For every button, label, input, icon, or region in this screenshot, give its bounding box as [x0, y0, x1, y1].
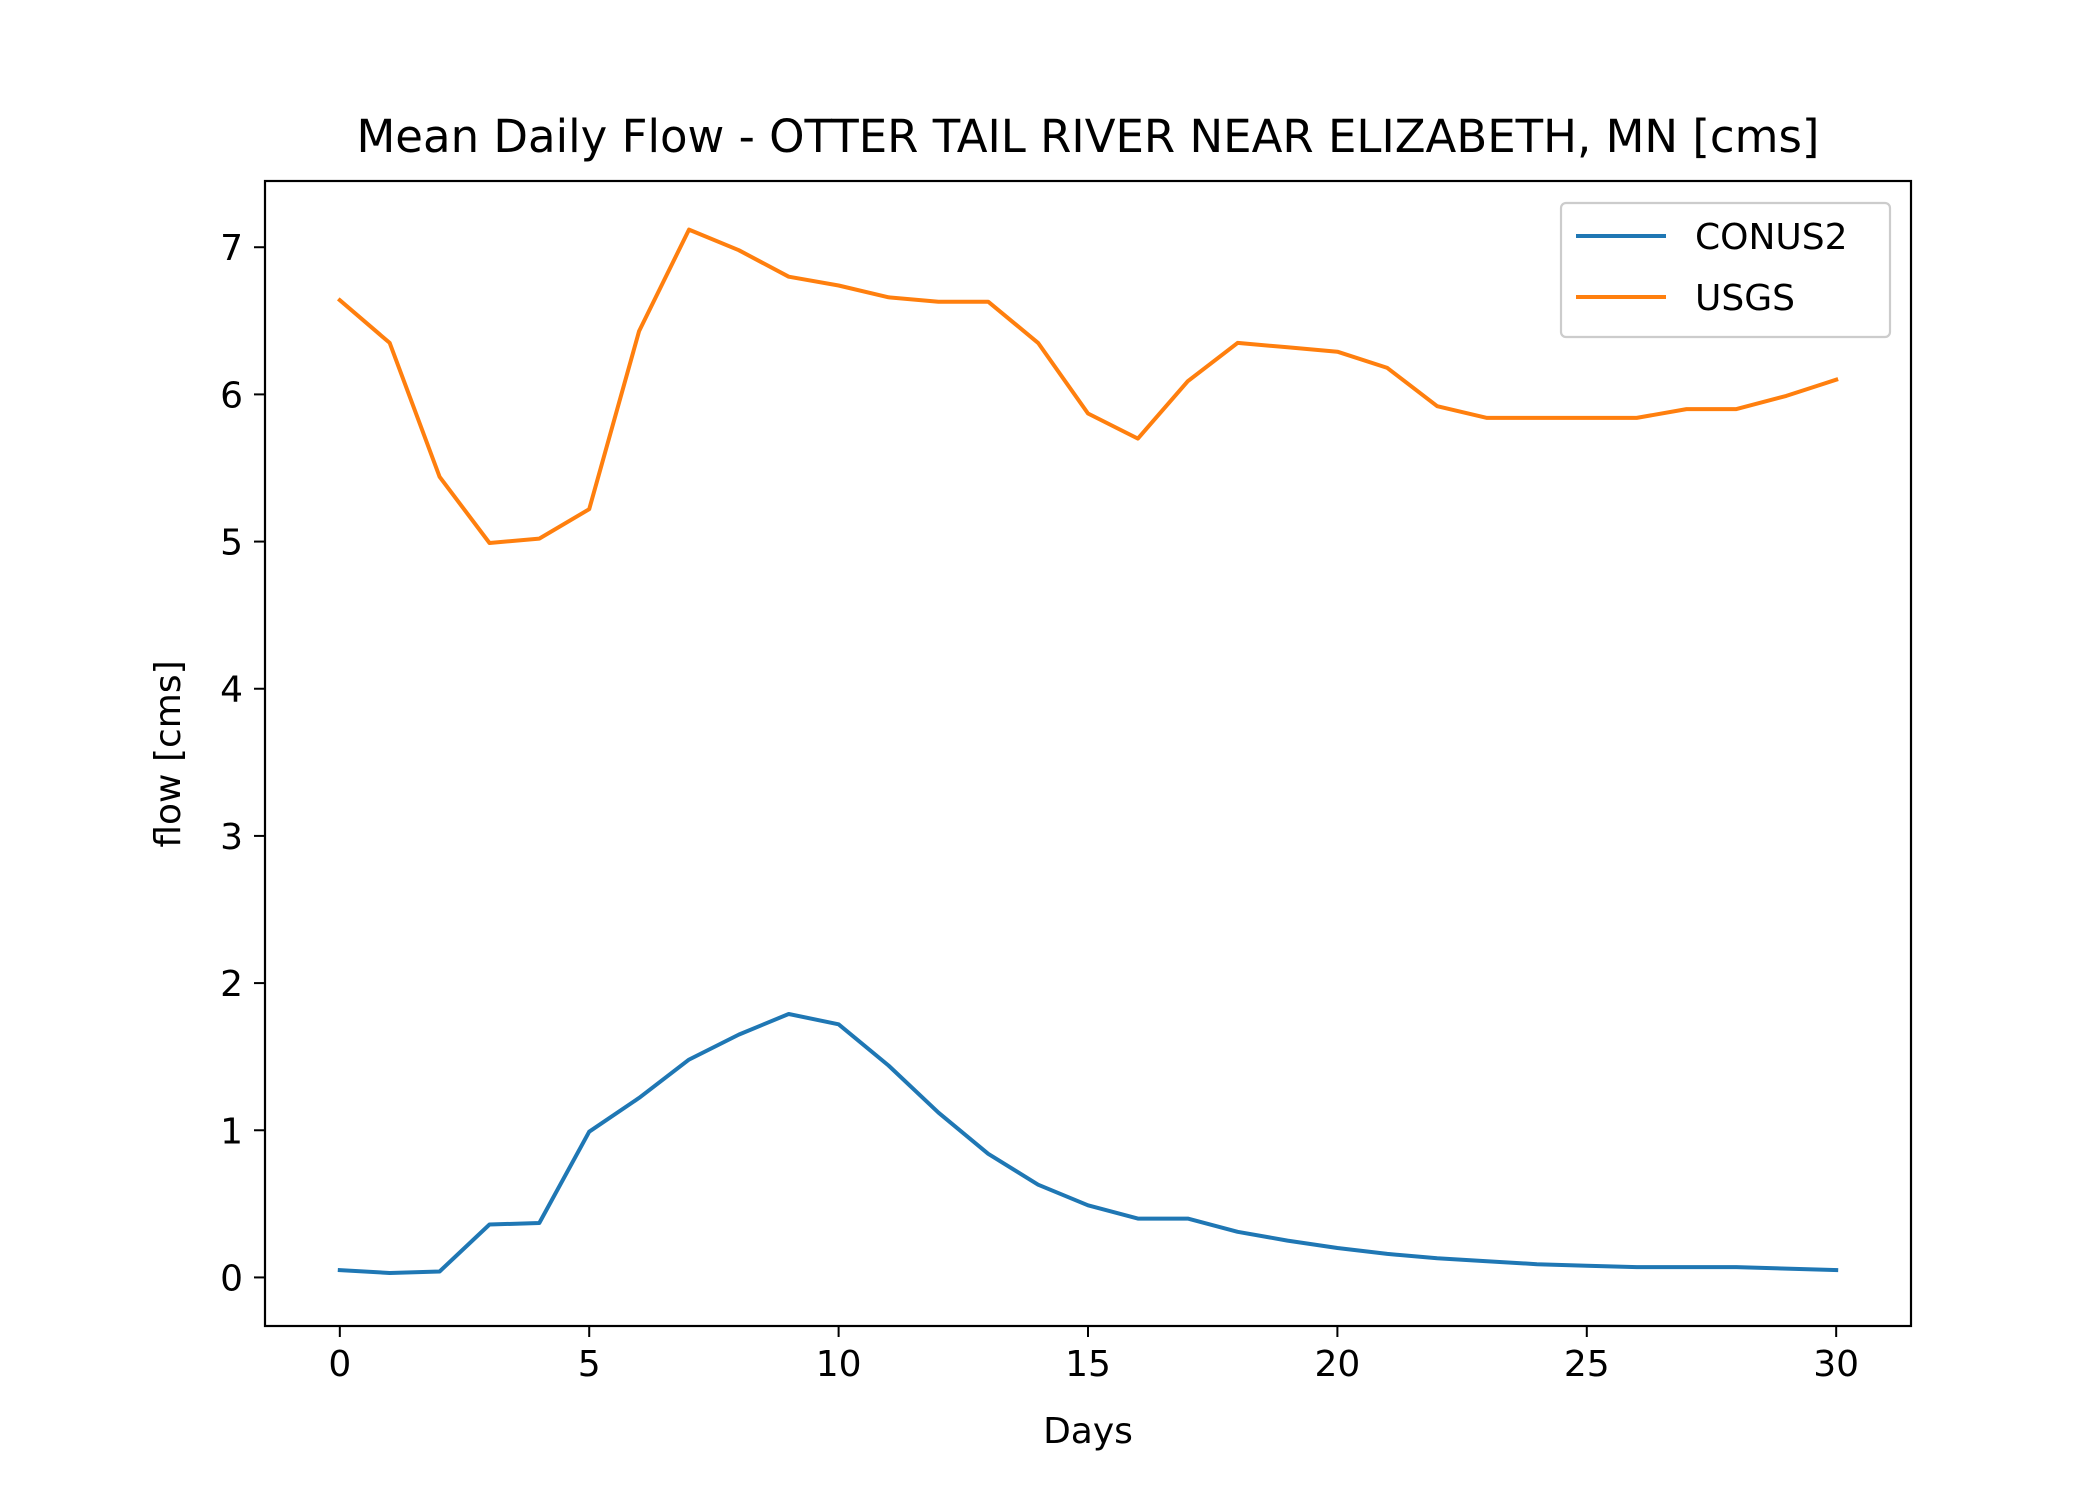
x-tick-label: 25: [1564, 1344, 1610, 1385]
plot-marks: [336, 227, 1839, 1275]
legend: CONUS2 USGS: [1559, 201, 1892, 339]
series-line-usgs: [336, 227, 1839, 545]
y-tick-label: 5: [220, 523, 243, 564]
x-tick-label: 0: [328, 1344, 351, 1385]
x-tick-label: 10: [816, 1344, 862, 1385]
x-axis-label: Days: [1043, 1411, 1133, 1452]
legend-label-conus2: CONUS2: [1695, 217, 1848, 258]
y-tick-label: 7: [220, 228, 243, 269]
y-tick-label: 4: [220, 670, 243, 711]
axis-ticks: 0 5 10 15 20 25 30 0 1 2 3 4 5 6 7: [220, 228, 1859, 1385]
x-tick-label: 20: [1314, 1344, 1360, 1385]
series-line-conus2: [337, 1012, 1839, 1275]
x-tick-label: 30: [1813, 1344, 1859, 1385]
x-tick-label: 5: [578, 1344, 601, 1385]
y-tick-label: 1: [220, 1111, 243, 1152]
y-tick-label: 3: [220, 817, 243, 858]
x-tick-label: 15: [1065, 1344, 1111, 1385]
y-tick-label: 0: [220, 1258, 243, 1299]
legend-label-usgs: USGS: [1695, 278, 1795, 319]
chart-title: Mean Daily Flow - OTTER TAIL RIVER NEAR …: [356, 110, 1819, 163]
y-tick-label: 6: [220, 375, 243, 416]
y-axis-label: flow [cms]: [148, 660, 189, 847]
y-tick-label: 2: [220, 964, 243, 1005]
